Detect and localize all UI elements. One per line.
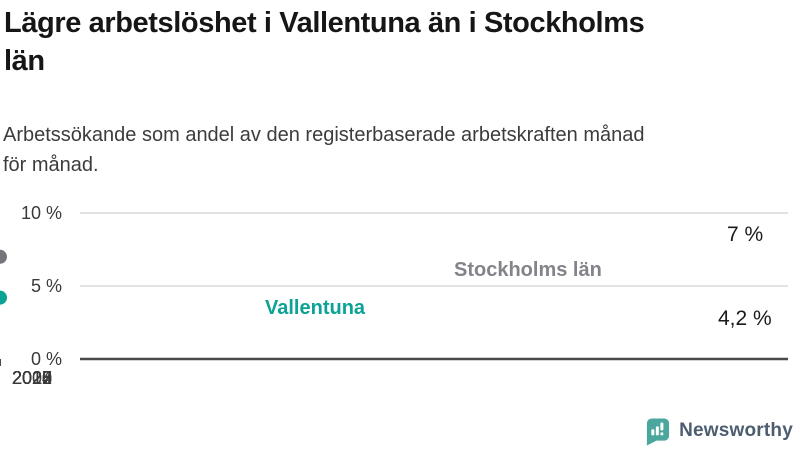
end-value-label-stockholms-lan: 7 % [727,223,764,246]
page-title-line2: län [4,45,45,77]
page-title: Lägre arbetslöshet i Vallentuna än i Sto… [4,4,796,80]
x-axis-tick-label: 2010 [11,368,53,388]
x-axis-tick-label: 2017 [11,368,53,388]
x-axis-tick-label: 2022 [11,368,53,388]
y-axis-tick-label: 5 % [30,276,62,296]
chart-subtitle-line1: Arbetssökande som andel av den registerb… [3,124,645,146]
series-label-stockholms-lan: Stockholms län [454,259,602,281]
chart-subtitle-line2: för månad. [3,154,99,176]
end-point-dot [0,249,7,264]
x-axis-tick-label: 2020 [11,368,53,388]
end-point-dot [0,290,7,305]
newsworthy-logo: Newsworthy [644,415,793,447]
x-axis-tick-label: 2012 [11,368,53,388]
bar-chart-speech-bubble-icon [646,417,670,445]
y-axis-tick-label: 10 % [20,203,62,223]
page-title-line1: Lägre arbetslöshet i Vallentuna än i Sto… [4,7,645,39]
series-label-vallentuna: Vallentuna [265,297,366,319]
x-axis-tick-label: 2008 [11,368,53,388]
chart-subtitle: Arbetssökande som andel av den registerb… [3,120,795,180]
y-axis-tick-label: 0 % [30,349,62,369]
brand-name: Newsworthy [679,420,793,441]
x-axis-tick-label: 2024 [11,368,53,388]
end-value-label-vallentuna: 4,2 % [718,307,772,330]
x-axis-tick-label: 2015 [11,368,53,388]
